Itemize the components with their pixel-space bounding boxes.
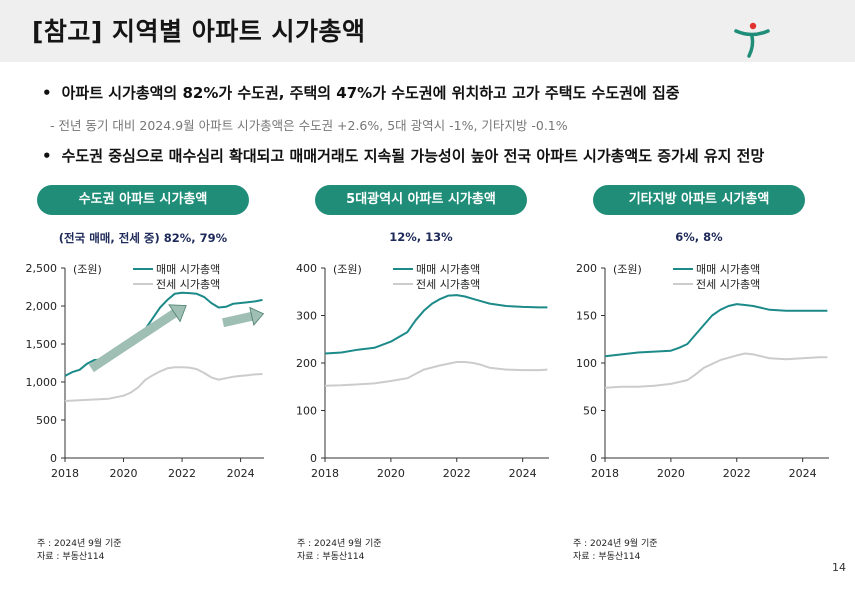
note-source: 자료 : 부동산114 (573, 552, 641, 562)
jeonse-series-line (604, 352, 828, 389)
sale-series-line (604, 303, 828, 358)
y-tick-label: 150 (576, 310, 597, 323)
note-basis: 주 : 2024년 9월 기준 (37, 539, 122, 549)
y-tick-label: 2,000 (26, 300, 58, 313)
x-tick-label: 2020 (657, 467, 685, 480)
y-tick-label: 0 (310, 452, 317, 465)
capital-area-chart: 0 500 1,000 1,500 2,000 2,500 2018 2020 2022 2024… (26, 262, 265, 480)
legend-label: 매매 시가총액 (416, 263, 480, 276)
x-tick-label: 2018 (51, 467, 79, 480)
x-tick-label: 2018 (591, 467, 619, 480)
metro-cities-share: 12%, 13% (389, 230, 453, 244)
x-tick-label: 2022 (168, 467, 196, 480)
legend-label: 매매 시가총액 (696, 263, 760, 276)
capital-area-title-pill: 수도권 아파트 시가총액 (37, 185, 249, 215)
legend-label: 매매 시가총액 (156, 263, 220, 276)
other-regions-title-pill: 기타지방 아파트 시가총액 (593, 185, 805, 215)
page-number: 14 (832, 561, 846, 574)
other-regions-note: 주 : 2024년 9월 기준 자료 : 부동산114 (573, 538, 658, 564)
unit-label: (조원) (613, 263, 642, 276)
metro-cities-chart: 0 100 200 300 400 2018 2020 2022 2024 (조원) 매매 시가총액… (296, 262, 549, 480)
header-bar: [참고] 지역별 아파트 시가총액 (0, 0, 855, 62)
x-tick-label: 2018 (311, 467, 339, 480)
x-tick-label: 2024 (789, 467, 817, 480)
y-tick-label: 0 (50, 452, 57, 465)
y-tick-label: 2,500 (26, 262, 58, 275)
y-tick-label: 1,000 (26, 376, 58, 389)
y-tick-label: 100 (296, 405, 317, 418)
y-tick-label: 0 (590, 452, 597, 465)
unit-label: (조원) (73, 263, 102, 276)
rising-trend-arrowhead (168, 304, 187, 323)
legend-label: 전세 시가총액 (696, 278, 760, 291)
sale-series-line (324, 294, 548, 355)
bullet-1-text: 아파트 시가총액의 82%가 수도권, 주택의 47%가 수도권에 위치하고 고… (61, 84, 680, 102)
note-source: 자료 : 부동산114 (37, 552, 105, 562)
legend-label: 전세 시가총액 (416, 278, 480, 291)
x-tick-label: 2024 (227, 467, 255, 480)
metro-cities-title-pill: 5대광역시 아파트 시가총액 (315, 185, 527, 215)
note-basis: 주 : 2024년 9월 기준 (297, 539, 382, 549)
x-tick-label: 2022 (723, 467, 751, 480)
rising-trend-arrow (88, 308, 179, 373)
capital-area-share: (전국 매매, 전세 중) 82%, 79% (58, 231, 228, 245)
jeonse-series-line (324, 361, 548, 387)
y-tick-label: 300 (296, 310, 317, 323)
y-tick-label: 200 (296, 357, 317, 370)
hana-logo-icon (734, 22, 770, 58)
y-tick-label: 100 (576, 357, 597, 370)
metro-cities-note: 주 : 2024년 9월 기준 자료 : 부동산114 (297, 538, 382, 564)
other-regions-chart: 0 50 100 150 200 2018 2020 2022 2024 (조원) 매매 시가총액전… (576, 262, 829, 480)
y-tick-label: 500 (36, 414, 57, 427)
bullet-1: • 아파트 시가총액의 82%가 수도권, 주택의 47%가 수도권에 위치하고 … (42, 84, 680, 102)
y-tick-label: 400 (296, 262, 317, 275)
bullet-2-text: 수도권 중심으로 매수심리 확대되고 매매거래도 지속될 가능성이 높아 전국 … (61, 147, 765, 165)
bullet-2: • 수도권 중심으로 매수심리 확대되고 매매거래도 지속될 가능성이 높아 전국… (42, 147, 765, 165)
x-tick-label: 2024 (509, 467, 537, 480)
x-tick-label: 2020 (377, 467, 405, 480)
y-tick-label: 50 (583, 405, 597, 418)
capital-area-note: 주 : 2024년 9월 기준 자료 : 부동산114 (37, 538, 122, 564)
x-tick-label: 2022 (443, 467, 471, 480)
y-tick-label: 1,500 (26, 338, 58, 351)
x-tick-label: 2020 (110, 467, 138, 480)
sub-bullet: - 전년 동기 대비 2024.9월 아파트 시가총액은 수도권 +2.6%, … (50, 118, 568, 133)
page-title: [참고] 지역별 아파트 시가총액 (32, 17, 366, 46)
right-trend-arrow (222, 311, 255, 328)
jeonse-series-line (64, 366, 263, 402)
right-trend-arrowhead (249, 306, 265, 326)
note-basis: 주 : 2024년 9월 기준 (573, 539, 658, 549)
note-source: 자료 : 부동산114 (297, 552, 365, 562)
unit-label: (조원) (333, 263, 362, 276)
y-tick-label: 200 (576, 262, 597, 275)
other-regions-share: 6%, 8% (675, 230, 723, 244)
legend-label: 전세 시가총액 (156, 278, 220, 291)
